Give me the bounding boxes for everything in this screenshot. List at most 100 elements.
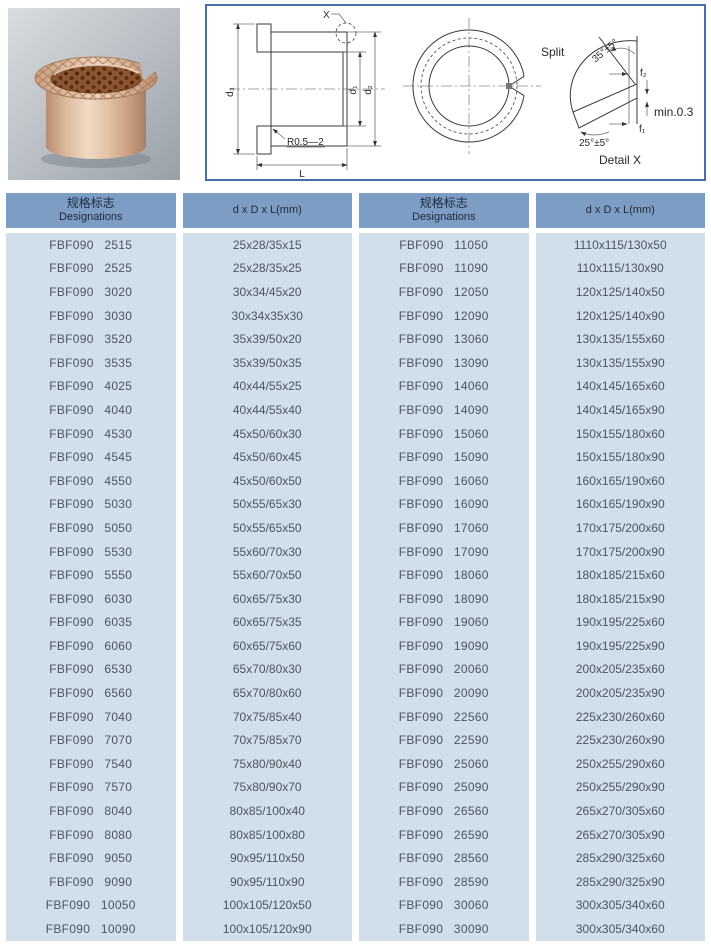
table-cell-designation: FBF090 16060 xyxy=(398,473,489,488)
bushing-photo-illustration xyxy=(8,8,180,180)
table-cell-dims: 150x155/180x90 xyxy=(575,450,665,465)
label-d3: d₃ xyxy=(225,87,236,97)
table-cell-dims: 30x34/45x20 xyxy=(232,284,302,299)
table-cell-dims: 45x50/60x50 xyxy=(232,473,302,488)
table-cell-designation: FBF090 10090 xyxy=(45,922,136,937)
table-cell-designation: FBF090 18090 xyxy=(398,591,489,606)
table-cell-designation: FBF090 5550 xyxy=(49,568,133,583)
table-cell-designation: FBF090 17060 xyxy=(398,520,489,535)
table-cell-designation: FBF090 6560 xyxy=(49,686,133,701)
table-cell-designation: FBF090 20090 xyxy=(398,686,489,701)
table-cell-dims: 130x135/155x60 xyxy=(575,332,665,347)
table-cell-dims: 50x55/65x30 xyxy=(232,497,302,512)
table-cell-dims: 150x155/180x60 xyxy=(575,426,665,441)
header-zh-label: 规格标志 xyxy=(66,196,115,211)
column-dimensions-right: 1110x115/130x50 110x115/130x90 120x125/140… xyxy=(535,233,705,941)
table-cell-dims: 40x44/55x40 xyxy=(232,402,302,417)
technical-drawing-panel: X d₃ d₁ d₂ R0.5—2 xyxy=(205,4,706,181)
table-cell-designation: FBF090 11050 xyxy=(399,237,489,252)
table-cell-dims: 160x165/190x60 xyxy=(575,473,665,488)
table-cell-designation: FBF090 6060 xyxy=(49,638,133,653)
table-cell-dims: 120x125/140x50 xyxy=(575,284,665,299)
table-cell-designation: FBF090 3535 xyxy=(49,355,133,370)
table-cell-designation: FBF090 30060 xyxy=(398,898,489,913)
table-cell-dims: 120x125/140x90 xyxy=(575,308,665,323)
table-cell-dims: 55x60/70x30 xyxy=(232,544,302,559)
table-cell-designation: FBF090 11090 xyxy=(399,261,489,276)
table-cell-designation: FBF090 4530 xyxy=(49,426,133,441)
table-cell-designation: FBF090 3030 xyxy=(49,308,133,323)
table-cell-dims: 170x175/200x60 xyxy=(575,520,665,535)
table-cell-designation: FBF090 26560 xyxy=(398,804,489,819)
table-cell-dims: 70x75/85x70 xyxy=(232,733,302,748)
table-cell-dims: 45x50/60x45 xyxy=(232,450,302,465)
table-cell-dims: 80x85/100x80 xyxy=(229,827,305,842)
table-cell-dims: 35x39/50x20 xyxy=(232,332,302,347)
table-cell-designation: FBF090 17090 xyxy=(398,544,489,559)
table-cell-dims: 225x230/260x60 xyxy=(575,709,665,724)
table-cell-designation: FBF090 22590 xyxy=(398,733,489,748)
table-cell-designation: FBF090 7540 xyxy=(49,756,133,771)
table-cell-dims: 140x145/165x60 xyxy=(575,379,665,394)
table-cell-designation: FBF090 8040 xyxy=(49,804,133,819)
table-cell-designation: FBF090 12090 xyxy=(398,308,489,323)
column-designations-left: FBF090 2515 FBF090 2525 FBF090 3020 FBF090 … xyxy=(6,233,176,941)
table-cell-dims: 265x270/305x60 xyxy=(575,804,665,819)
table-cell-designation: FBF090 9050 xyxy=(49,851,133,866)
label-detail-x: Detail X xyxy=(599,153,641,167)
table-cell-dims: 60x65/75x35 xyxy=(232,615,302,630)
section-view: X d₃ d₁ d₂ R0.5—2 xyxy=(225,10,385,180)
table-cell-dims: 25x28/35x25 xyxy=(232,261,302,276)
label-split: Split xyxy=(541,45,565,59)
header-en-label: Designations xyxy=(58,211,123,224)
header-en-label: Designations xyxy=(411,211,476,224)
header-dim-label: d x D x L(mm) xyxy=(232,203,302,216)
table-cell-dims: 35x39/50x35 xyxy=(232,355,302,370)
label-f2: f₂ xyxy=(640,68,647,79)
table-cell-dims: 40x44/55x25 xyxy=(232,379,302,394)
table-cell-designation: FBF090 28560 xyxy=(398,851,489,866)
table-cell-dims: 90x95/110x50 xyxy=(229,851,305,866)
table-cell-dims: 1110x115/130x50 xyxy=(573,237,667,252)
table-cell-dims: 190x195/225x90 xyxy=(575,638,665,653)
table-cell-dims: 75x80/90x40 xyxy=(232,756,302,771)
table-cell-designation: FBF090 10050 xyxy=(45,898,136,913)
table-cell-dims: 60x65/75x30 xyxy=(232,591,302,606)
table-cell-dims: 45x50/60x30 xyxy=(232,426,302,441)
table-cell-dims: 265x270/305x90 xyxy=(575,827,665,842)
split-joint-mark xyxy=(506,83,512,89)
header-dim-label: d x D x L(mm) xyxy=(585,203,655,216)
wall-section-hatch xyxy=(572,83,638,129)
label-radius: R0.5—2 xyxy=(287,137,324,148)
header-designations-right: 规格标志 Designations xyxy=(359,193,529,228)
table-cell-dims: 140x145/165x90 xyxy=(575,402,665,417)
table-cell-dims: 200x205/235x90 xyxy=(575,686,665,701)
column-designations-right: FBF090 11050 FBF090 11090 FBF090 12050 FBF0… xyxy=(359,233,529,941)
table-cell-designation: FBF090 22560 xyxy=(398,709,489,724)
table-cell-dims: 300x305/340x60 xyxy=(575,898,665,913)
table-cell-dims: 65x70/80x30 xyxy=(232,662,302,677)
table-cell-dims: 160x165/190x90 xyxy=(575,497,665,512)
detail-x-view: 35°±5° f₂ min.0.3 f₁ 25°±5° Detail X xyxy=(569,36,694,167)
split-gap xyxy=(139,61,158,80)
table-cell-designation: FBF090 5530 xyxy=(49,544,133,559)
table-cell-designation: FBF090 5050 xyxy=(49,520,133,535)
table-cell-designation: FBF090 26590 xyxy=(398,827,489,842)
table-cell-designation: FBF090 4040 xyxy=(49,402,133,417)
header-designations-left: 规格标志 Designations xyxy=(6,193,176,228)
table-cell-dims: 50x55/65x50 xyxy=(232,520,302,535)
detail-x-callout-circle xyxy=(335,22,357,44)
table-cell-dims: 70x75/85x40 xyxy=(232,709,302,724)
table-cell-designation: FBF090 4025 xyxy=(49,379,133,394)
table-cell-dims: 110x115/130x90 xyxy=(576,261,664,276)
table-cell-designation: FBF090 25090 xyxy=(398,780,489,795)
header-dimensions-left: d x D x L(mm) xyxy=(182,193,352,228)
table-body: FBF090 2515 FBF090 2525 FBF090 3020 FBF090 … xyxy=(6,233,705,941)
table-cell-dims: 180x185/215x90 xyxy=(575,591,665,606)
table-cell-dims: 100x105/120x90 xyxy=(222,922,312,937)
table-cell-dims: 250x255/290x90 xyxy=(575,780,665,795)
label-length: L xyxy=(299,169,305,179)
table-cell-dims: 60x65/75x60 xyxy=(232,638,302,653)
header-dimensions-right: d x D x L(mm) xyxy=(535,193,705,228)
